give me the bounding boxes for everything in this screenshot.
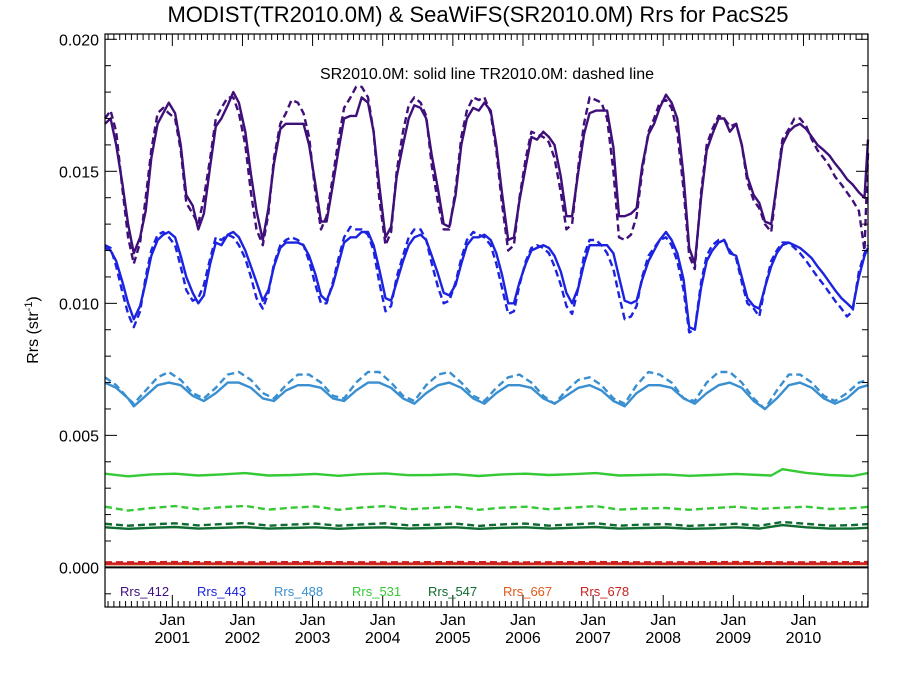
x-tick-year-label: 2005: [435, 630, 471, 647]
axis-layer: 0.0000.0050.0100.0150.020Jan2001Jan2002J…: [59, 32, 869, 647]
x-tick-month-label: Jan: [159, 612, 185, 629]
legend-item-rrs-443: Rrs_443: [197, 584, 246, 599]
y-tick-label: 0.020: [59, 32, 99, 49]
y-tick-label: 0.005: [59, 428, 99, 445]
x-tick-month-label: Jan: [370, 612, 396, 629]
plot-frame: [104, 33, 869, 608]
x-tick-year-label: 2008: [645, 630, 681, 647]
legend-item-rrs-488: Rrs_488: [274, 584, 323, 599]
y-tick-label: 0.015: [59, 164, 99, 181]
legend-item-rrs-531: Rrs_531: [352, 584, 401, 599]
y-axis-label-close: ): [25, 296, 42, 301]
series-line-rrs-547-dashed: [104, 520, 869, 528]
x-tick-month-label: Jan: [300, 612, 326, 629]
x-tick-month-label: Jan: [440, 612, 466, 629]
series-line-rrs-412-solid: [104, 90, 870, 265]
y-axis-label-superscript: -1: [23, 302, 35, 312]
series-layer: [104, 85, 870, 566]
x-tick-year-label: 2007: [575, 630, 611, 647]
y-tick-label: 0.000: [59, 560, 99, 577]
legend-item-rrs-547: Rrs_547: [428, 584, 477, 599]
x-tick-year-label: 2004: [365, 630, 401, 647]
series-line-rrs-488-dashed: [104, 370, 869, 411]
x-tick-year-label: 2010: [786, 630, 822, 647]
x-tick-month-label: Jan: [580, 612, 606, 629]
chart-title: MODIST(TR2010.0M) & SeaWiFS(SR2010.0M) R…: [167, 2, 788, 27]
x-tick-year-label: 2003: [295, 630, 331, 647]
y-axis-label: Rrs (str-1): [23, 296, 42, 364]
x-tick-year-label: 2006: [505, 630, 541, 647]
series-line-rrs-531-dashed: [104, 504, 869, 512]
x-tick-month-label: Jan: [791, 612, 817, 629]
series-line-rrs-488-solid: [104, 381, 869, 411]
y-axis-label-text: Rrs (str: [25, 311, 42, 364]
x-tick-year-label: 2001: [155, 630, 191, 647]
legend-item-rrs-667: Rrs_667: [503, 584, 552, 599]
chart-annotation: SR2010.0M: solid line TR2010.0M: dashed …: [320, 66, 654, 83]
y-tick-label: 0.010: [59, 296, 99, 313]
series-line-rrs-443-solid: [104, 230, 870, 331]
x-tick-year-label: 2002: [225, 630, 261, 647]
series-line-rrs-412-dashed: [104, 85, 870, 271]
series-line-rrs-443-dashed: [104, 225, 870, 334]
legend-item-rrs-412: Rrs_412: [120, 584, 169, 599]
x-tick-month-label: Jan: [510, 612, 536, 629]
x-tick-month-label: Jan: [650, 612, 676, 629]
x-tick-month-label: Jan: [720, 612, 746, 629]
legend-item-rrs-678: Rrs_678: [580, 584, 629, 599]
legend-layer: Rrs_412 Rrs_443 Rrs_488 Rrs_531 Rrs_547 Rrs_6…: [120, 584, 629, 599]
series-line-rrs-547-solid: [104, 523, 869, 530]
x-tick-year-label: 2009: [716, 630, 752, 647]
series-line-rrs-531-solid: [104, 468, 869, 478]
x-tick-month-label: Jan: [230, 612, 256, 629]
